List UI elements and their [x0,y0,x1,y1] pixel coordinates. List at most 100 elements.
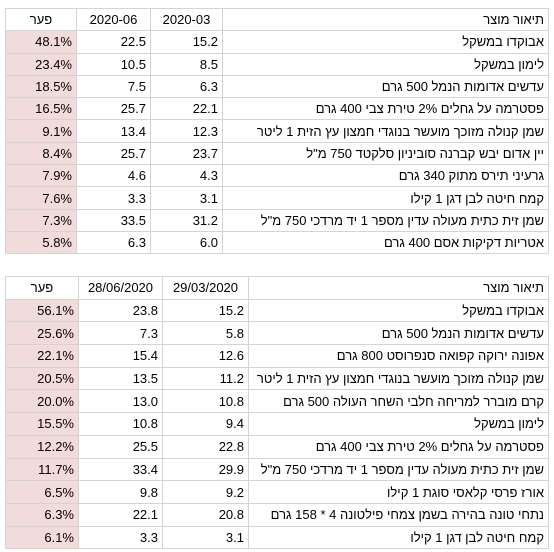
price-cell: 4.6 [76,164,151,188]
price-cell: 25.5 [78,434,163,459]
price-cell: 33.4 [78,457,163,482]
gap-cell: 18.5% [5,74,77,99]
product-cell: גרעיני תירס מתוק 340 גרם [222,164,549,188]
table-row: אבוקדו במשקל 15.2 23.8 56.1% [5,298,549,323]
gap-cell: 20.0% [5,389,79,414]
product-cell: שמן זית כתית מעולה עדין מספר 1 יד מרדכי … [248,457,549,482]
header-row: תיאור מוצר 2020-03 2020-06 פער [5,7,549,32]
header-cell: 2020-06 [76,7,151,32]
product-cell: קמח חיטה לבן דגן 1 קילו [222,186,549,210]
price-cell: 29.9 [162,457,249,482]
price-cell: 9.8 [78,480,163,504]
table-row: קמח חיטה לבן דגן 1 קילו 3.1 3.3 6.1% [5,525,549,550]
product-cell: נתחי טונה בהירה בשמן צמחי פילטונה 4 * 15… [248,502,549,527]
price-cell: 13.5 [78,366,163,391]
product-cell: קרם מוברר למריחה חלבי השחר העולה 500 גרם [248,389,549,414]
price-cell: 3.3 [78,525,163,550]
product-cell: אבוקדו במשקל [222,30,549,54]
table-row: נתחי טונה בהירה בשמן צמחי פילטונה 4 * 15… [5,502,549,527]
price-cell: 22.5 [76,30,151,54]
price-cell: 15.2 [150,30,223,54]
table-row: אפונה ירוקה קפואה סנפרוסט 800 גרם 12.6 15.… [5,344,549,368]
price-cell: 25.7 [76,97,151,121]
table-row: שמן קנולה מזוכך מועשר בנוגדי חמצון עץ הז… [5,366,549,391]
table-row: פסטרמה על גחלים 2% טירת צבי 400 גרם 22.8 2… [5,434,549,459]
product-cell: לימון במשקל [222,52,549,76]
gap-cell: 15.5% [5,412,79,436]
header-row: תיאור מוצר 29/03/2020 28/06/2020 פער [5,276,549,300]
price-cell: 9.4 [162,412,249,436]
price-cell: 23.8 [78,298,163,323]
product-cell: עדשים אדומות הנמל 500 גרם [222,74,549,99]
gap-cell: 23.4% [5,52,77,76]
gap-cell: 7.3% [5,208,77,232]
price-cell: 20.8 [162,502,249,527]
header-cell: 2020-03 [150,7,223,32]
gap-cell: 9.1% [5,119,77,143]
header-cell: 29/03/2020 [162,276,249,300]
gap-cell: 5.8% [5,230,77,255]
table-row: עדשים אדומות הנמל 500 גרם 5.8 7.3 25.6% [5,321,549,346]
product-cell: שמן קנולה מזוכך מועשר בנוגדי חמצון עץ הז… [222,119,549,143]
price-cell: 3.1 [150,186,223,210]
product-cell: עדשים אדומות הנמל 500 גרם [248,321,549,346]
gap-cell: 16.5% [5,97,77,121]
price-cell: 31.2 [150,208,223,232]
price-cell: 9.2 [162,480,249,504]
price-cell: 22.1 [150,97,223,121]
header-cell: פער [5,276,79,300]
table-row: אורז פרסי קלאסי סוגת 1 קילו 9.2 9.8 6.5% [5,480,549,504]
product-cell: אורז פרסי קלאסי סוגת 1 קילו [248,480,549,504]
price-cell: 23.7 [150,141,223,166]
price-cell: 3.3 [76,186,151,210]
table-row: קמח חיטה לבן דגן 1 קילו 3.1 3.3 7.6% [5,186,549,210]
product-cell: יין אדום יבש קברנה סוביניון סלקטד 750 מ"… [222,141,549,166]
price-cell: 33.5 [76,208,151,232]
gap-cell: 7.9% [5,164,77,188]
price-cell: 6.3 [150,74,223,99]
header-cell: תיאור מוצר [248,276,549,300]
table-row: עדשים אדומות הנמל 500 גרם 6.3 7.5 18.5% [5,74,549,99]
table-row: קרם מוברר למריחה חלבי השחר העולה 500 גרם… [5,389,549,414]
header-cell: פער [5,7,77,32]
price-cell: 22.8 [162,434,249,459]
table-row: יין אדום יבש קברנה סוביניון סלקטד 750 מ"… [5,141,549,166]
product-cell: פסטרמה על גחלים 2% טירת צבי 400 גרם [222,97,549,121]
price-cell: 10.8 [162,389,249,414]
table-row: גרעיני תירס מתוק 340 גרם 4.3 4.6 7.9% [5,164,549,188]
header-cell: תיאור מוצר [222,7,549,32]
price-cell: 7.3 [78,321,163,346]
gap-cell: 8.4% [5,141,77,166]
header-cell: 28/06/2020 [78,276,163,300]
price-cell: 22.1 [78,502,163,527]
product-cell: שמן זית כתית מעולה עדין מספר 1 יד מרדכי … [222,208,549,232]
price-cell: 3.1 [162,525,249,550]
gap-cell: 6.5% [5,480,79,504]
price-cell: 7.5 [76,74,151,99]
gap-cell: 6.1% [5,525,79,550]
table-row: פסטרמה על גחלים 2% טירת צבי 400 גרם 22.1 2… [5,97,549,121]
gap-cell: 11.7% [5,457,79,482]
price-cell: 15.2 [162,298,249,323]
product-cell: קמח חיטה לבן דגן 1 קילו [248,525,549,550]
table-row: לימון במשקל 9.4 10.8 15.5% [5,412,549,436]
price-cell: 10.5 [76,52,151,76]
table-row: שמן זית כתית מעולה עדין מספר 1 יד מרדכי … [5,457,549,482]
product-cell: פסטרמה על גחלים 2% טירת צבי 400 גרם [248,434,549,459]
product-cell: לימון במשקל [248,412,549,436]
price-cell: 5.8 [162,321,249,346]
price-cell: 4.3 [150,164,223,188]
gap-cell: 56.1% [5,298,79,323]
product-cell: שמן קנולה מזוכך מועשר בנוגדי חמצון עץ הז… [248,366,549,391]
table-row: אבוקדו במשקל 15.2 22.5 48.1% [5,30,549,54]
table-row: שמן זית כתית מעולה עדין מספר 1 יד מרדכי … [5,208,549,232]
table-row: לימון במשקל 8.5 10.5 23.4% [5,52,549,76]
price-cell: 25.7 [76,141,151,166]
product-cell: אפונה ירוקה קפואה סנפרוסט 800 גרם [248,344,549,368]
gap-cell: 7.6% [5,186,77,210]
table-row: אטריות דקיקות אסם 400 גרם 6.0 6.3 5.8% [5,230,549,255]
price-cell: 10.8 [78,412,163,436]
price-cell: 6.3 [76,230,151,255]
price-cell: 11.2 [162,366,249,391]
